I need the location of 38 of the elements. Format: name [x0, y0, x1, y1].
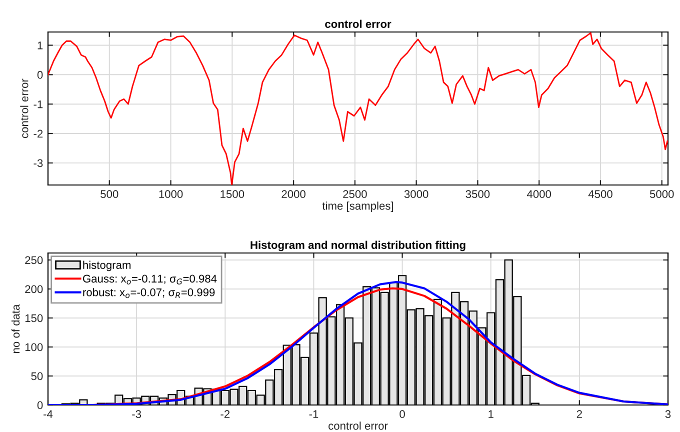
y-axis-title: no of data: [11, 304, 20, 353]
x-tick-label: -3: [132, 410, 142, 418]
x-tick-label: 2500: [343, 190, 367, 198]
y-tick-label: 250: [25, 256, 43, 264]
x-tick-label: 3500: [466, 190, 490, 198]
x-axis-title: time [samples]: [322, 202, 394, 212]
legend-label: Gauss: x$_{o}$=-0.11; σ$_{G}$=0.984: [83, 274, 217, 284]
y-tick-label: 50: [31, 372, 43, 380]
x-tick-label: -2: [220, 410, 230, 418]
x-tick-label: 4000: [526, 190, 552, 198]
x-tick-label: 3000: [404, 190, 428, 198]
y-tick-label: -1: [34, 100, 43, 108]
x-tick-label: -4: [44, 410, 53, 418]
y-tick-label: 0: [37, 70, 43, 79]
chart-title: Histogram and normal distribution fitting: [250, 240, 466, 252]
y-tick-label: 150: [25, 314, 43, 322]
x-tick-label: 4500: [588, 190, 612, 198]
x-tick-label: 2000: [282, 190, 306, 198]
y-tick-label: 1: [38, 42, 43, 50]
y-tick-label: -3: [34, 159, 43, 168]
x-tick-label: -1: [309, 410, 318, 418]
y-axis-title: control error: [20, 78, 28, 138]
y-tick-label: 0: [37, 401, 43, 410]
y-tick-label: 100: [25, 343, 43, 352]
legend-label: robust: x$_{o}$=-0.07; σ$_{R}$=0.999: [83, 288, 215, 298]
x-tick-label: 3: [665, 410, 671, 418]
x-tick-label: 1000: [159, 190, 183, 198]
legend-label: histogram: [83, 260, 130, 272]
x-axis-title: control error: [328, 422, 388, 430]
x-tick-label: 1: [488, 410, 494, 418]
x-tick-label: 0: [400, 410, 405, 418]
y-tick-label: -2: [34, 130, 43, 138]
x-tick-label: 5000: [650, 190, 674, 198]
x-tick-label: 1500: [220, 190, 244, 198]
x-tick-label: 500: [100, 190, 118, 198]
chart-title: control error: [325, 20, 392, 28]
x-tick-label: 2: [576, 410, 582, 418]
y-tick-label: 200: [25, 285, 43, 294]
